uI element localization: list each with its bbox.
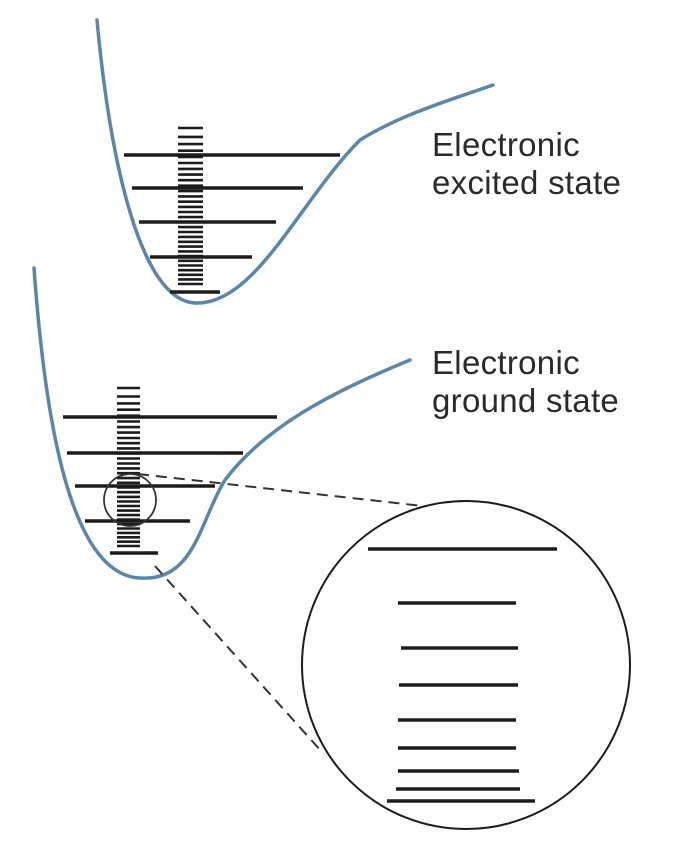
excited-state-potential-curve [95,18,495,305]
magnified-rotational-levels [368,547,557,803]
excited-state-well [95,18,495,305]
zoom-guide-line-lower [154,565,323,753]
ground-state-label: Electronic ground state [432,344,619,420]
excited-state-label: Electronic excited state [432,126,621,202]
ground-state-potential-curve [32,266,412,580]
zoom-guide-line-upper [137,473,459,511]
ground-state-well [32,266,412,580]
magnified-view-circle [301,500,631,830]
excited-state-rotational-levels [178,126,203,286]
ground-state-vibrational-levels [63,415,277,555]
excited-state-label-line1: Electronic [432,126,580,163]
ground-state-label-line1: Electronic [432,344,580,381]
excited-state-label-line2: excited state [432,164,622,201]
ground-state-label-line2: ground state [432,382,620,419]
zoom-source-circle [103,473,157,527]
zoom-indicator [103,473,631,830]
